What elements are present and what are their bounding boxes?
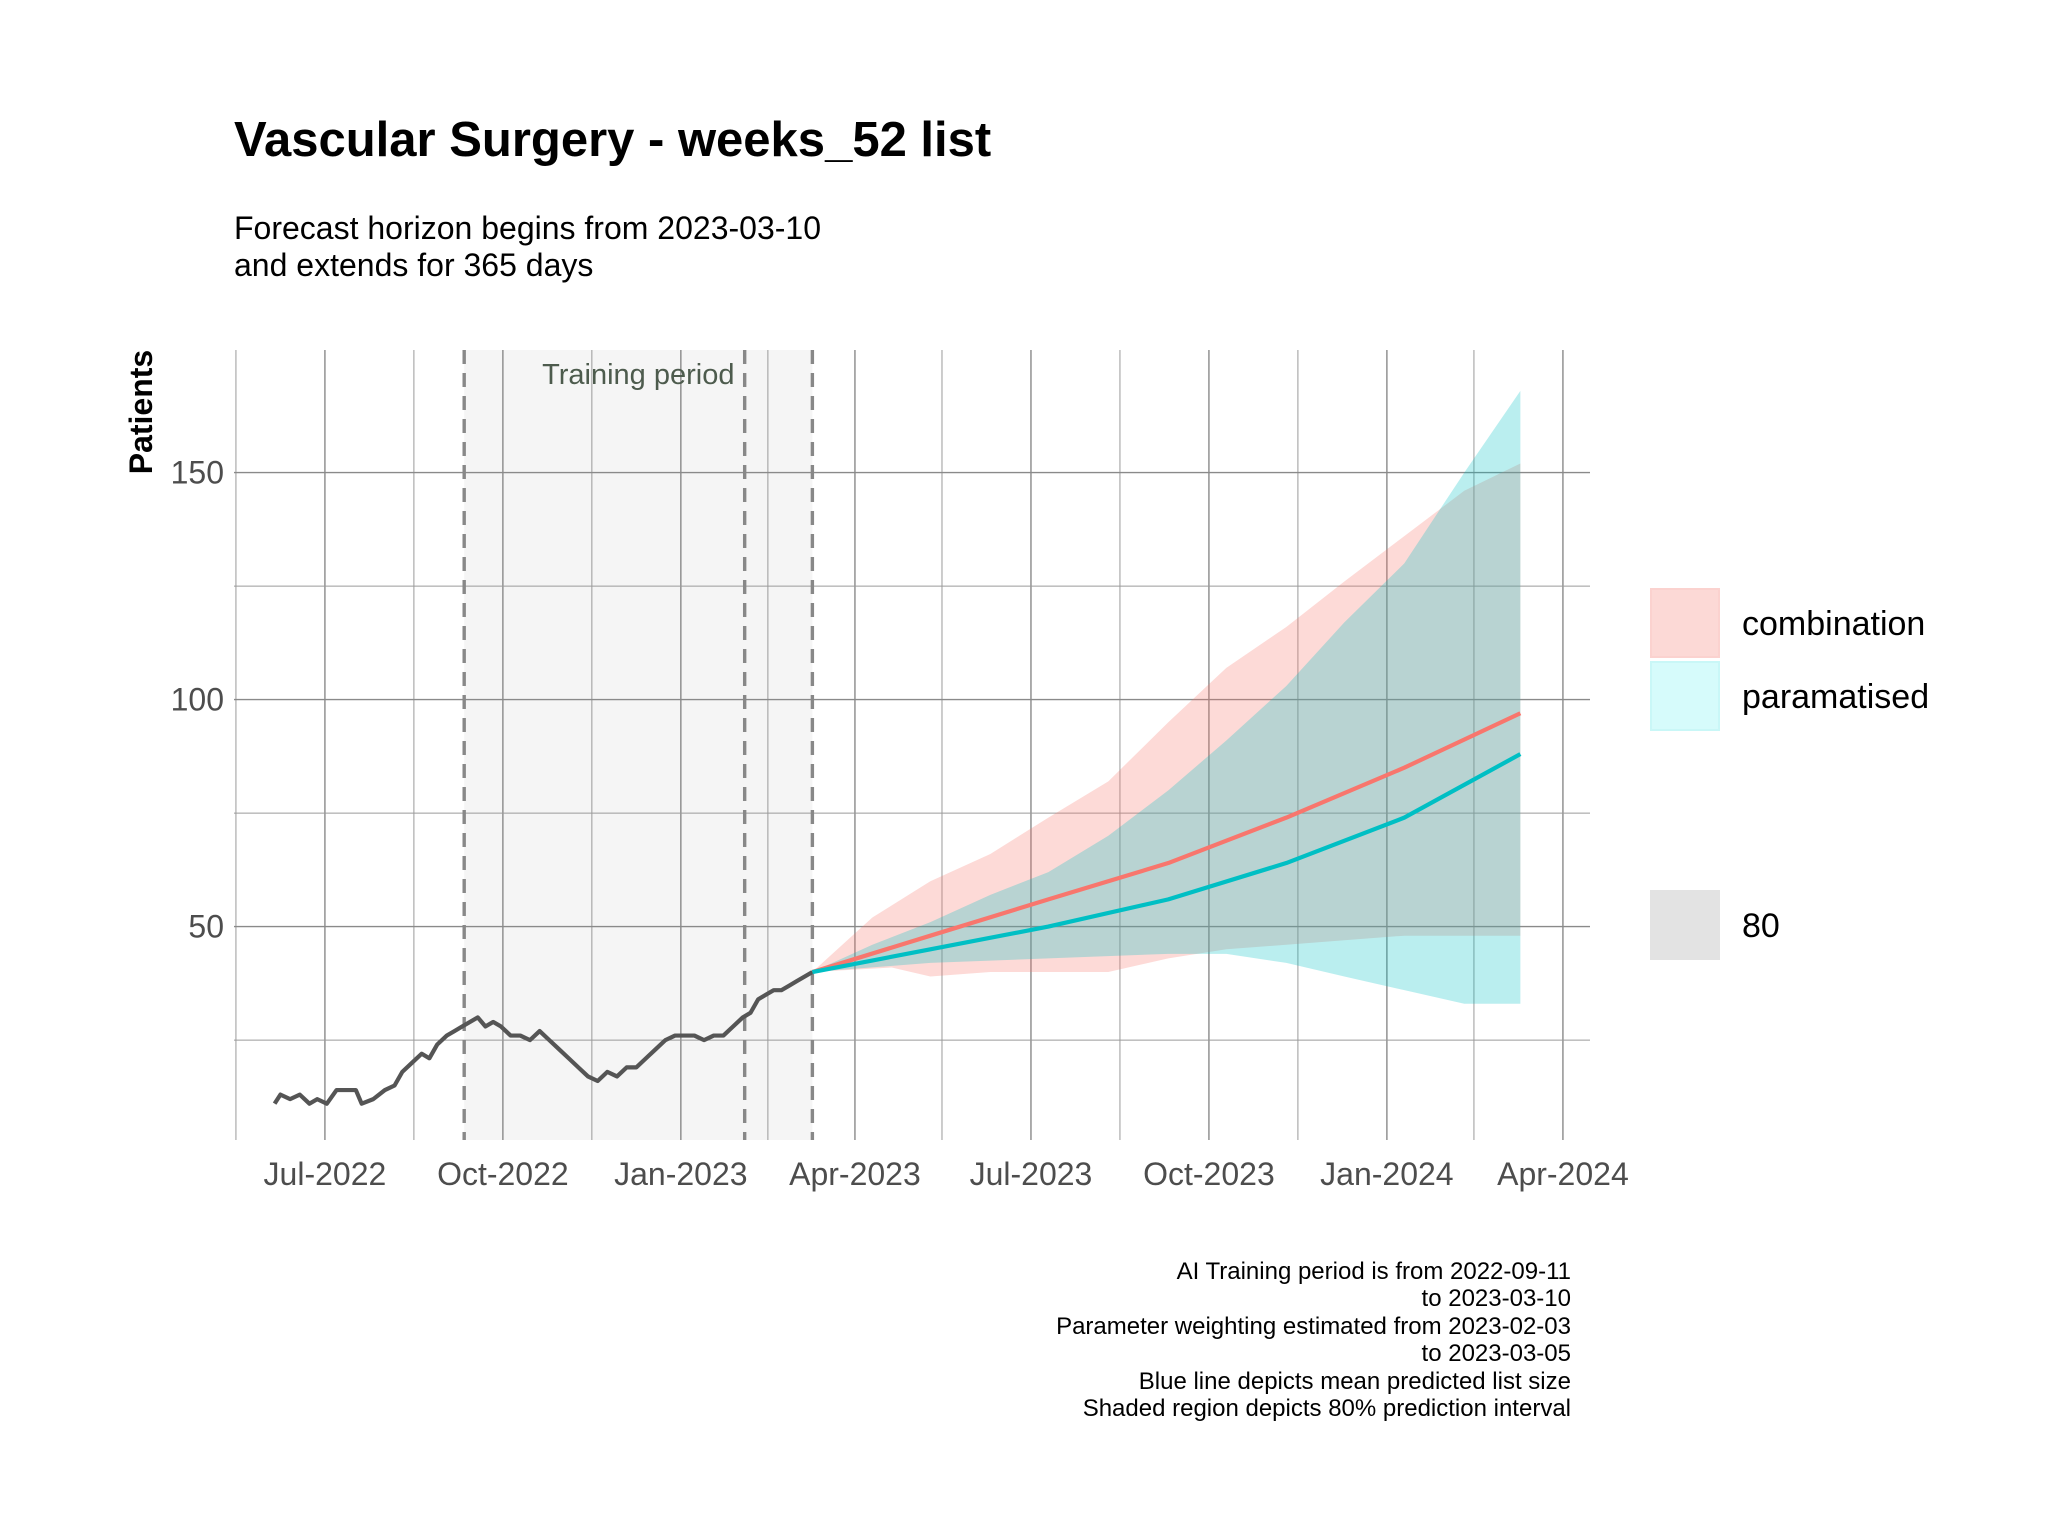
x-tick-label: Jul-2022 [264,1156,387,1192]
x-tick-label: Apr-2024 [1497,1156,1629,1192]
legend-item-combination: combination [1650,588,1950,658]
x-tick-label: Jan-2024 [1320,1156,1453,1192]
legend-key-paramatised [1650,661,1720,731]
legend-key-level [1650,890,1720,960]
period-divider-lines [462,350,815,1140]
chart-subtitle: Forecast horizon begins from 2023-03-10 … [234,210,821,284]
x-tick-label: Jan-2023 [614,1156,747,1192]
x-tick-label: Jul-2023 [970,1156,1093,1192]
subtitle-line: Forecast horizon begins from 2023-03-10 [234,210,821,246]
legend-item-level: 80 [1650,890,1950,960]
x-tick-label: Apr-2023 [789,1156,921,1192]
caption-line: Parameter weighting estimated from 2023-… [1056,1312,1571,1340]
legend-label: paramatised [1742,678,1930,716]
grid [234,350,1590,1140]
x-tick-label: Oct-2023 [1143,1156,1275,1192]
y-tick-label: 100 [171,682,224,718]
y-tick-label: 150 [171,455,224,491]
mean-line-combination [811,711,1522,975]
subtitle-line: and extends for 365 days [234,247,594,283]
axis-text: Jul-2022 Oct-2022 Jan-2023 Apr-2023 Jul-2023… [123,350,1629,1192]
history-line [272,970,814,1106]
caption-line: AI Training period is from 2022-09-11 [1176,1258,1571,1285]
legend-key-combination [1650,588,1720,658]
training-period-shade [464,350,813,1140]
legend-item-paramatised: paramatised [1650,661,1950,731]
training-period-band [464,350,813,1140]
caption: AI Training period is from 2022-09-11 to… [1056,1258,1571,1422]
training-period-label: Training period [542,359,734,391]
caption-line: Shaded region depicts 80% prediction int… [1082,1395,1571,1423]
caption-line: Blue line depicts mean predicted list si… [1138,1367,1571,1395]
caption-line: to 2023-03-05 [1421,1340,1571,1368]
prediction-interval-bands [812,390,1521,1004]
series-lines [272,711,1522,1106]
chart-title: Vascular Surgery - weeks_52 list [234,113,992,167]
legend-label: 80 [1742,907,1780,945]
band-paramatised [812,390,1521,1004]
mean-line-paramatised [811,752,1522,975]
y-tick-label: 50 [188,909,224,945]
x-tick-label: Oct-2022 [437,1156,569,1192]
y-axis-label: Patients [123,350,159,474]
legend-label: combination [1742,605,1926,643]
band-combination [812,463,1521,977]
caption-line: to 2023-03-10 [1421,1285,1571,1313]
